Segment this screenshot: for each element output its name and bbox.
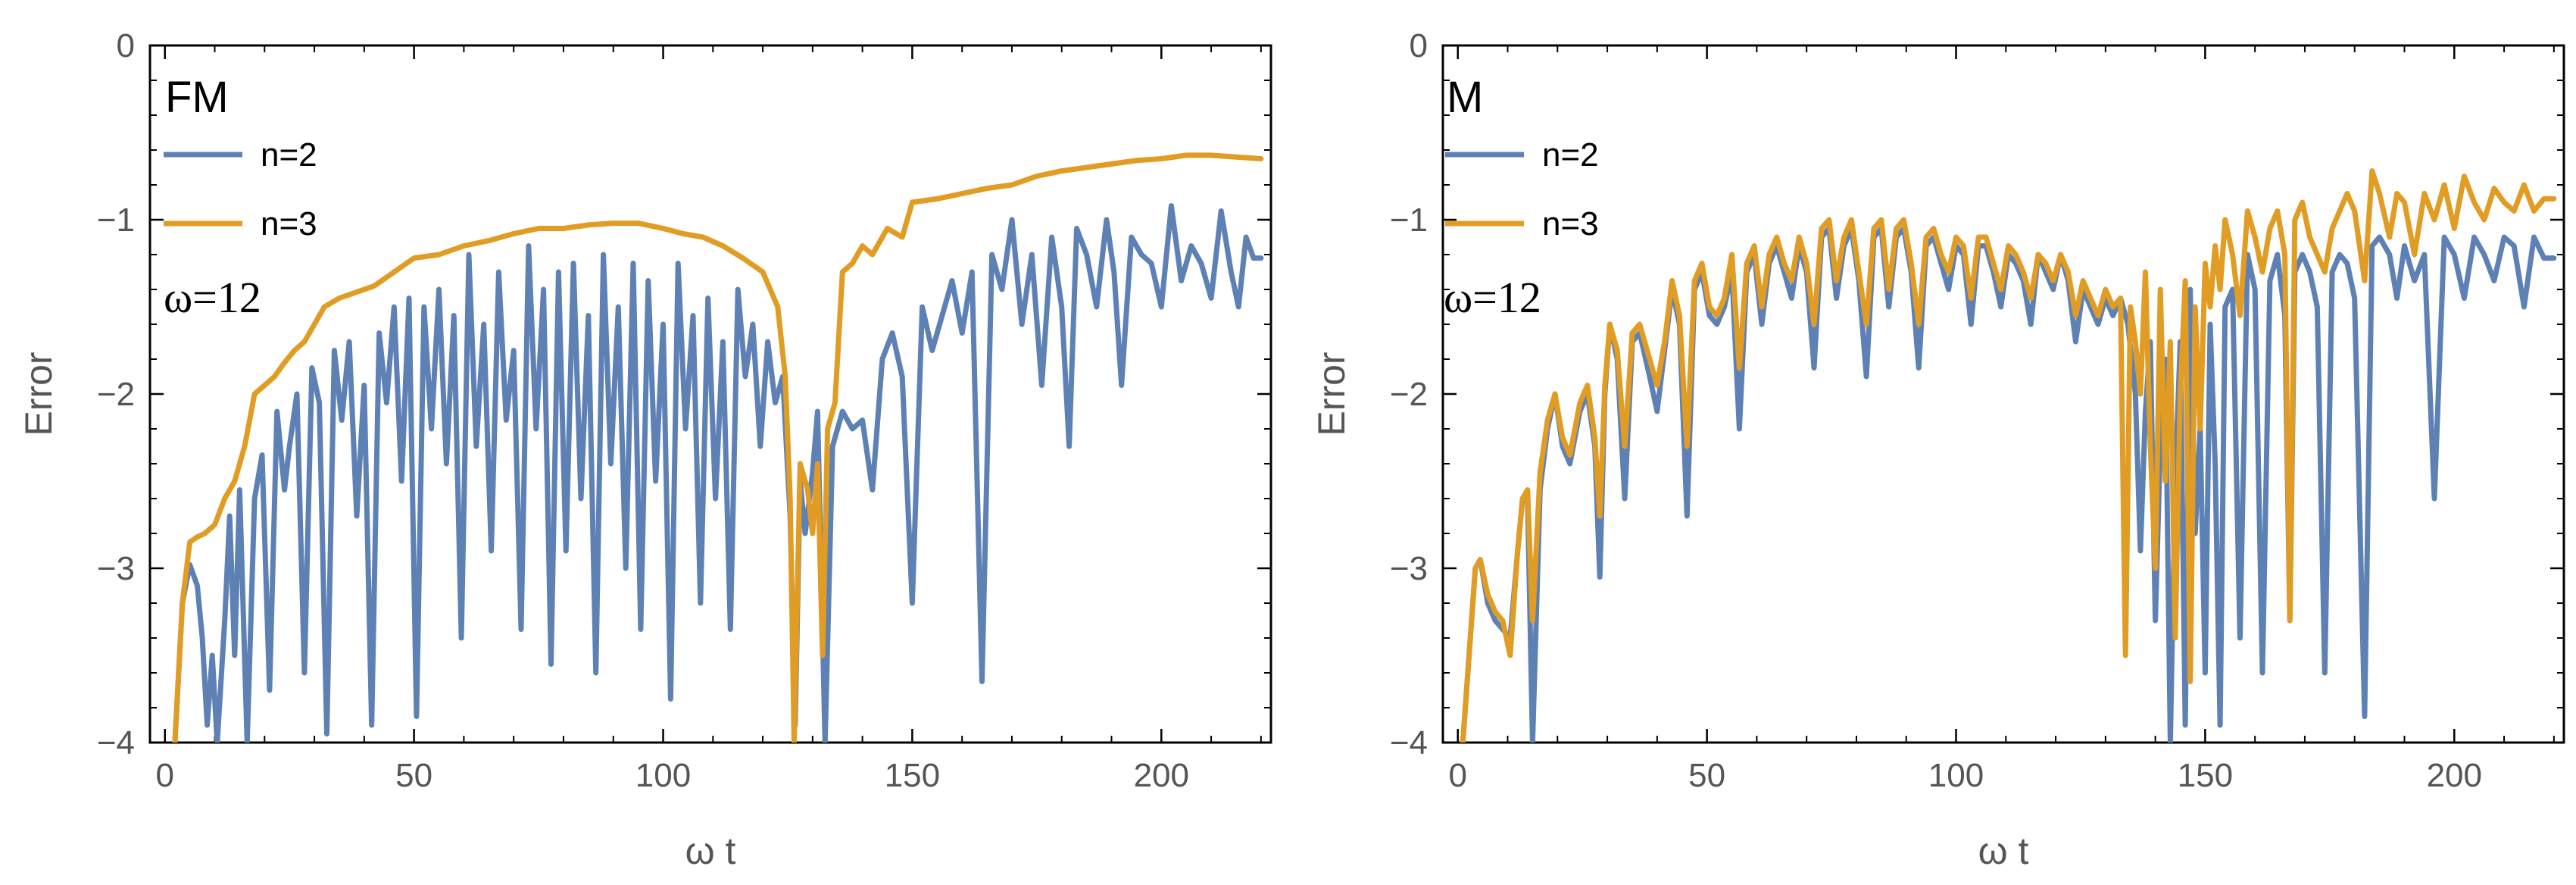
x-tick-label: 150 [2178, 757, 2233, 794]
y-axis-title: Error [1310, 352, 1353, 436]
y-tick-label: −4 [97, 724, 135, 761]
legend-label-n3: n=3 [1542, 205, 1599, 242]
y-tick-label: −2 [97, 376, 135, 413]
y-tick-label: −1 [1390, 202, 1428, 239]
x-tick-labels: 0 50 100 150 200 [155, 757, 1189, 794]
series-line-n3 [1460, 168, 2557, 743]
x-tick-label: 0 [1448, 757, 1466, 794]
tick-marks [150, 44, 1271, 744]
series-lines [1460, 168, 2557, 743]
x-tick-label: 100 [1928, 757, 1984, 794]
series-line-n2 [172, 203, 1264, 743]
legend-label-n2: n=2 [261, 136, 317, 174]
x-tick-label: 100 [635, 757, 691, 794]
chart-panel-fm: 0 −1 −2 −3 −4 0 50 100 150 200 FM n=2 n=3 ω=12 ω… [17, 27, 1272, 872]
chart-panel-m: 0 −1 −2 −3 −4 0 50 100 150 200 M n=2 n=3 ω=12 ω … [1310, 27, 2565, 872]
y-tick-label: −3 [97, 550, 135, 587]
series-line-n2 [1460, 226, 2557, 743]
y-tick-label: −3 [1390, 550, 1428, 587]
series-lines [172, 152, 1264, 743]
x-tick-label: 50 [395, 757, 432, 794]
y-tick-label: −1 [97, 202, 135, 239]
y-axis-title: Error [17, 352, 60, 436]
omega-annotation: ω=12 [1444, 273, 1541, 322]
legend-label-n2: n=2 [1542, 136, 1599, 174]
plot-frame [1441, 44, 2565, 744]
y-tick-label: 0 [1410, 27, 1428, 64]
y-tick-label: −4 [1390, 724, 1428, 761]
panel-label: M [1447, 73, 1483, 122]
x-tick-label: 200 [2427, 757, 2482, 794]
y-tick-labels: 0 −1 −2 −3 −4 [97, 27, 135, 761]
legend-label-n3: n=3 [261, 205, 317, 242]
x-tick-label: 150 [885, 757, 940, 794]
x-tick-label: 0 [155, 757, 173, 794]
x-axis-title: ω t [685, 830, 736, 872]
panel-label: FM [165, 73, 229, 122]
y-tick-label: −2 [1390, 376, 1428, 413]
x-tick-labels: 0 50 100 150 200 [1448, 757, 2482, 794]
series-line-n3 [172, 152, 1264, 743]
x-axis-title: ω t [1978, 830, 2029, 872]
x-tick-label: 50 [1688, 757, 1725, 794]
y-tick-label: 0 [117, 27, 135, 64]
omega-annotation: ω=12 [164, 273, 261, 322]
tick-marks [1443, 44, 2564, 744]
x-tick-label: 200 [1134, 757, 1189, 794]
y-tick-labels: 0 −1 −2 −3 −4 [1390, 27, 1428, 761]
